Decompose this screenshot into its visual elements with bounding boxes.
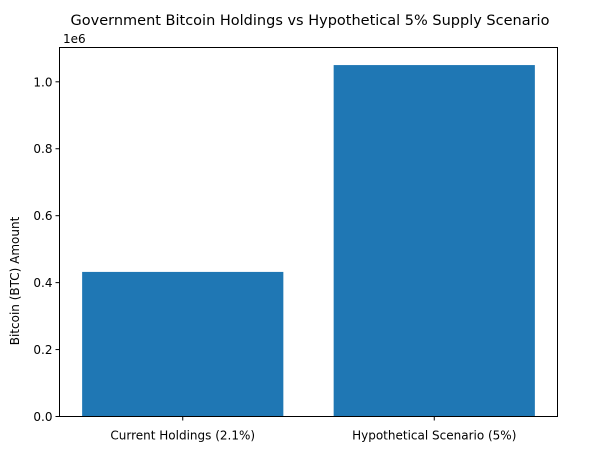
y-tick-label: 0.2 [33, 343, 52, 357]
y-tick-label: 1.0 [33, 75, 52, 89]
chart-title: Government Bitcoin Holdings vs Hypotheti… [71, 13, 550, 29]
y-tick-label: 0.8 [33, 142, 52, 156]
y-offset-label: 1e6 [63, 32, 86, 46]
bar-current-holdings [82, 271, 284, 417]
x-tick-label: Hypothetical Scenario (5%) [352, 429, 516, 443]
x-axis: Current Holdings (2.1%) Hypothetical Scen… [110, 416, 516, 443]
bars-group [82, 65, 535, 417]
y-axis: 0.0 0.2 0.4 0.6 0.8 1.0 [33, 75, 60, 424]
y-tick-label: 0.4 [33, 276, 52, 290]
y-tick-label: 0.6 [33, 209, 52, 223]
bar-hypothetical-scenario [333, 65, 535, 417]
x-tick-label: Current Holdings (2.1%) [110, 429, 255, 443]
y-tick-label: 0.0 [33, 410, 52, 424]
y-axis-label: Bitcoin (BTC) Amount [8, 216, 22, 345]
plot-frame [59, 47, 558, 417]
